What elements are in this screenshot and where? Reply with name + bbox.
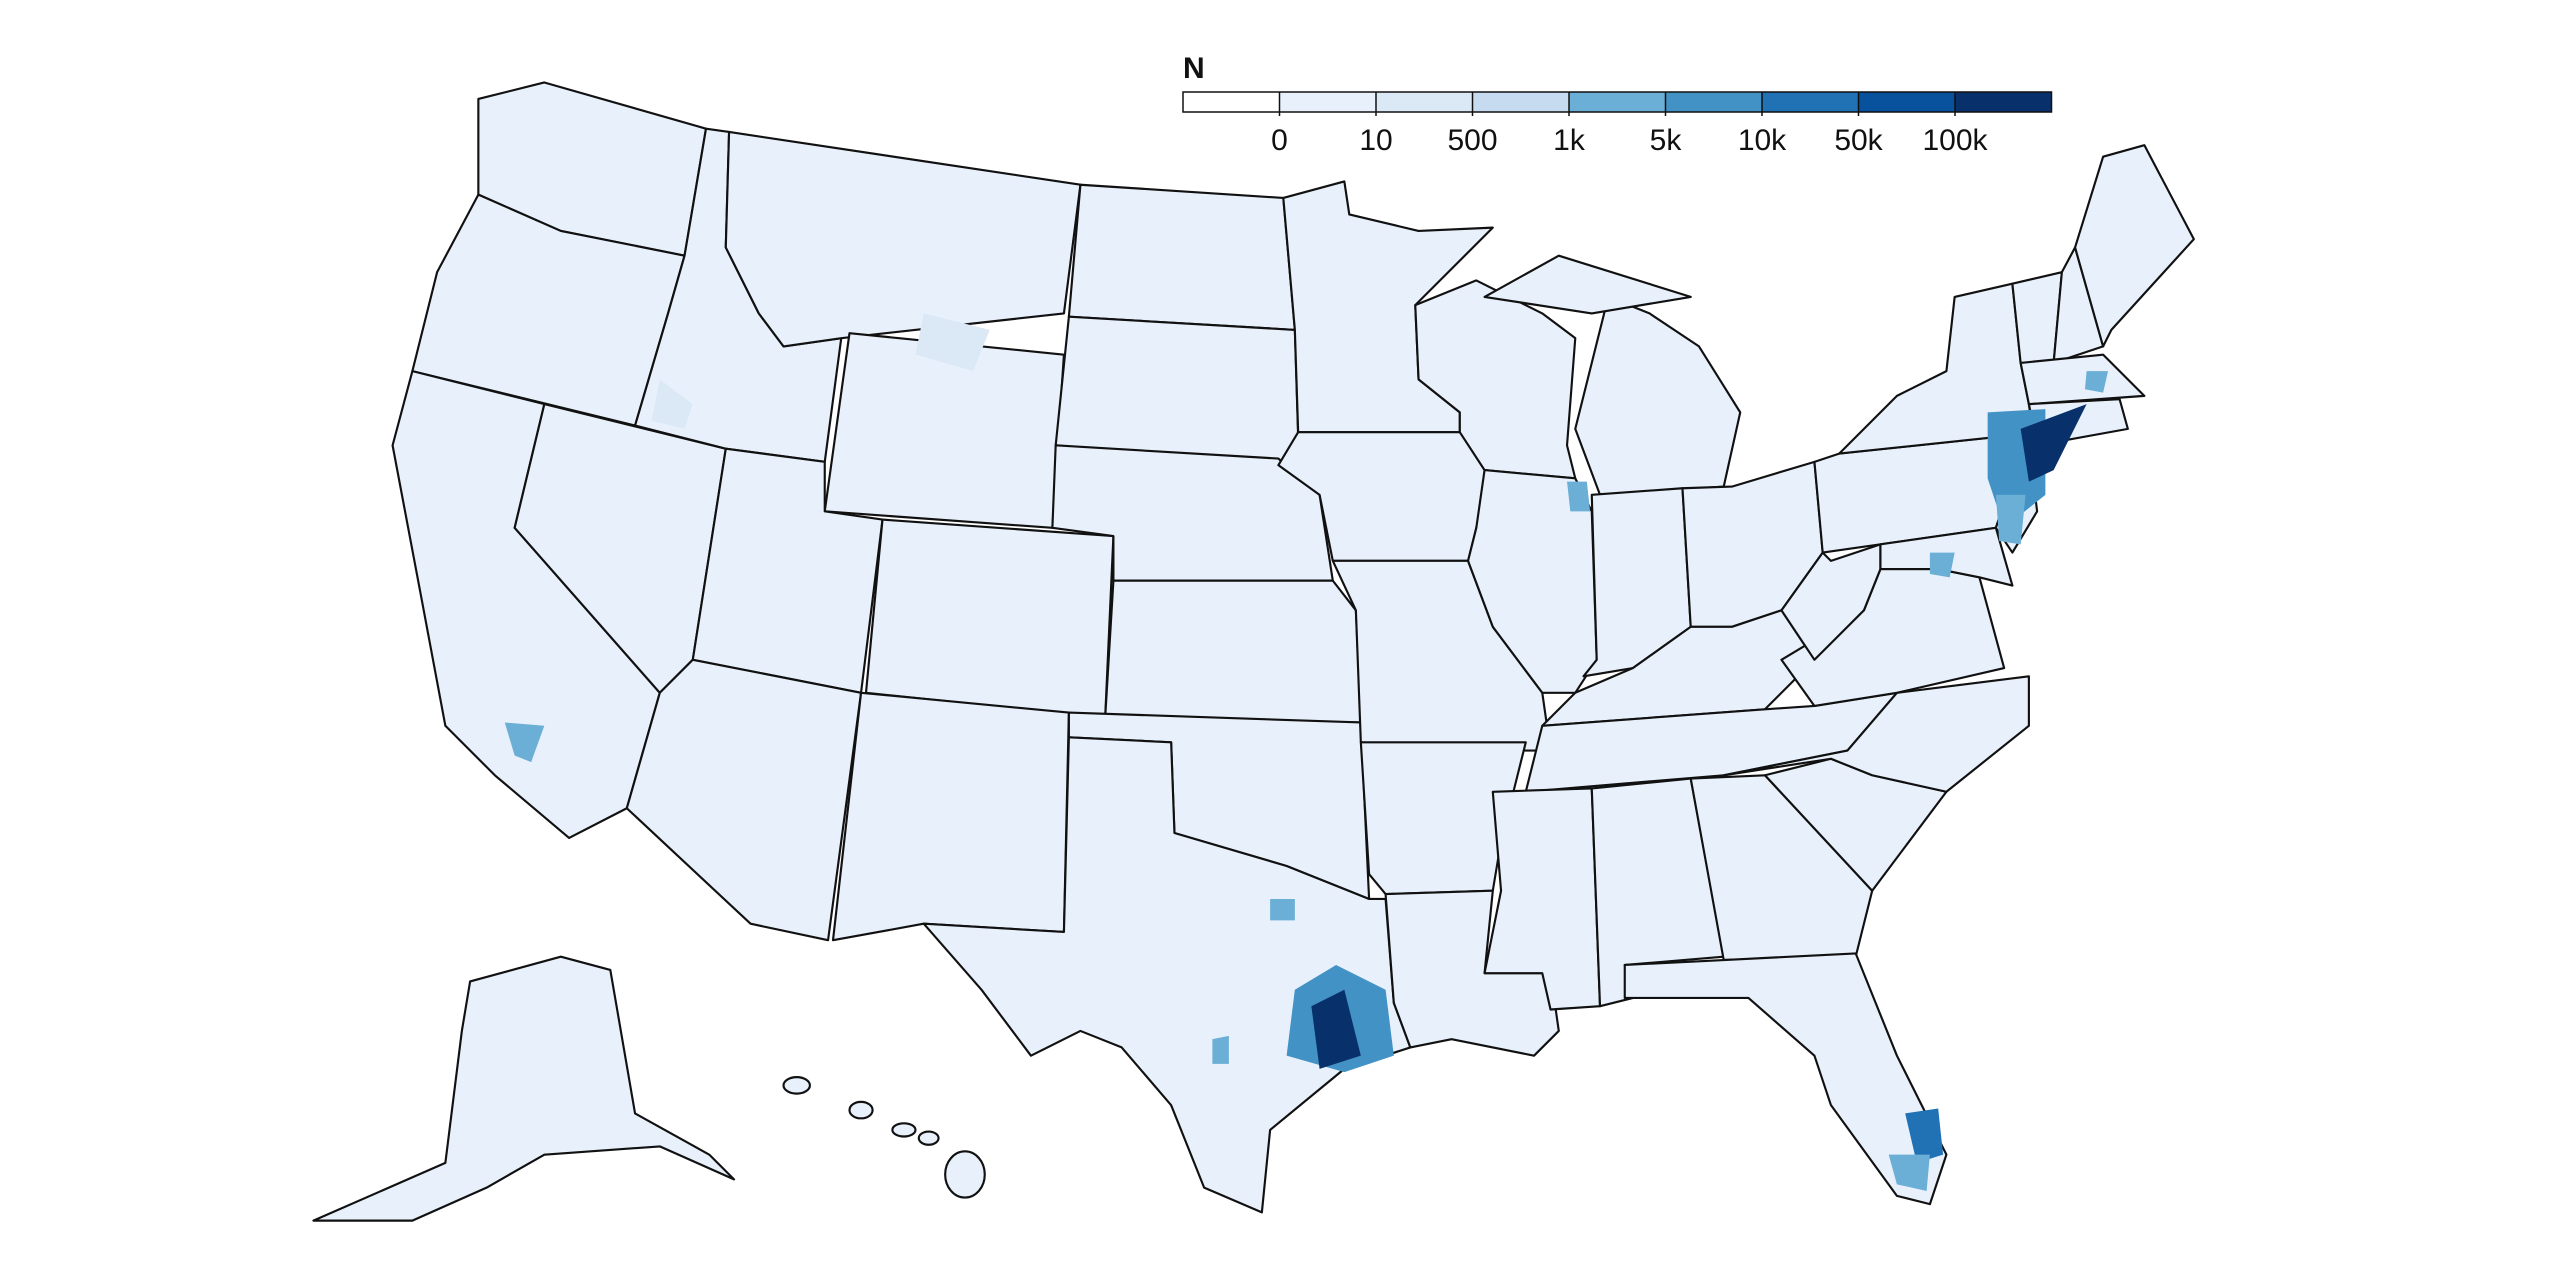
county-cluster [2084,371,2109,393]
state-layer [312,81,2195,1222]
county-cluster [1567,481,1591,512]
county-cluster [1311,989,1361,1069]
county-cluster [1995,494,2026,545]
county-cluster [2020,404,2087,482]
state [1067,183,1296,331]
island [848,1100,874,1120]
legend-tick-label: 0 [1271,124,1288,157]
legend-tick-label: 1k [1553,124,1586,157]
island [891,1122,917,1138]
county-cluster [1212,1035,1229,1064]
legend-tick-label: 50k [1834,124,1883,157]
county-cluster [1888,1154,1930,1191]
county-cluster [504,722,545,763]
state [831,691,1070,942]
island [782,1076,811,1095]
state [922,736,1412,1214]
state [2019,353,2146,406]
legend-swatch [1376,92,1473,112]
legend-swatch [1472,92,1569,112]
state [864,518,1115,719]
legend-swatch [1858,92,1955,112]
legend: N 0 10 500 1k 5k 10k 50k 100k [1182,52,2053,157]
state [724,130,1082,348]
state [1384,889,1560,1057]
county-cluster [915,313,990,372]
legend-tick-label: 5k [1650,124,1683,157]
state [2073,144,2195,348]
island [917,1130,940,1146]
legend-frame [1182,91,2053,113]
legend-tick-label: 10k [1738,124,1787,157]
legend-tick-label: 10 [1359,124,1392,157]
legend-swatch [1183,92,1280,112]
state [625,658,863,942]
state [1054,315,1300,467]
legend-title: N [1183,52,1205,85]
legend-swatch [1955,92,2052,112]
county-cluster [1905,1108,1944,1163]
island [944,1150,986,1199]
legend-tick-label: 100k [1922,124,1988,157]
county-cluster [1929,552,1955,578]
county-cluster [1270,898,1295,921]
county-cluster [651,379,693,429]
legend-swatch [1665,92,1762,112]
state [1689,774,1874,962]
legend-tick-label: 500 [1447,124,1497,157]
state [312,955,736,1222]
legend-swatch [1569,92,1666,112]
state [1722,675,2030,793]
state [1623,952,1948,1206]
state [1483,254,1692,315]
state [1574,295,1742,496]
hotspot-layer [504,313,2109,1191]
legend-swatch [1279,92,1376,112]
state [1104,579,1362,724]
legend-swatch [1762,92,1859,112]
